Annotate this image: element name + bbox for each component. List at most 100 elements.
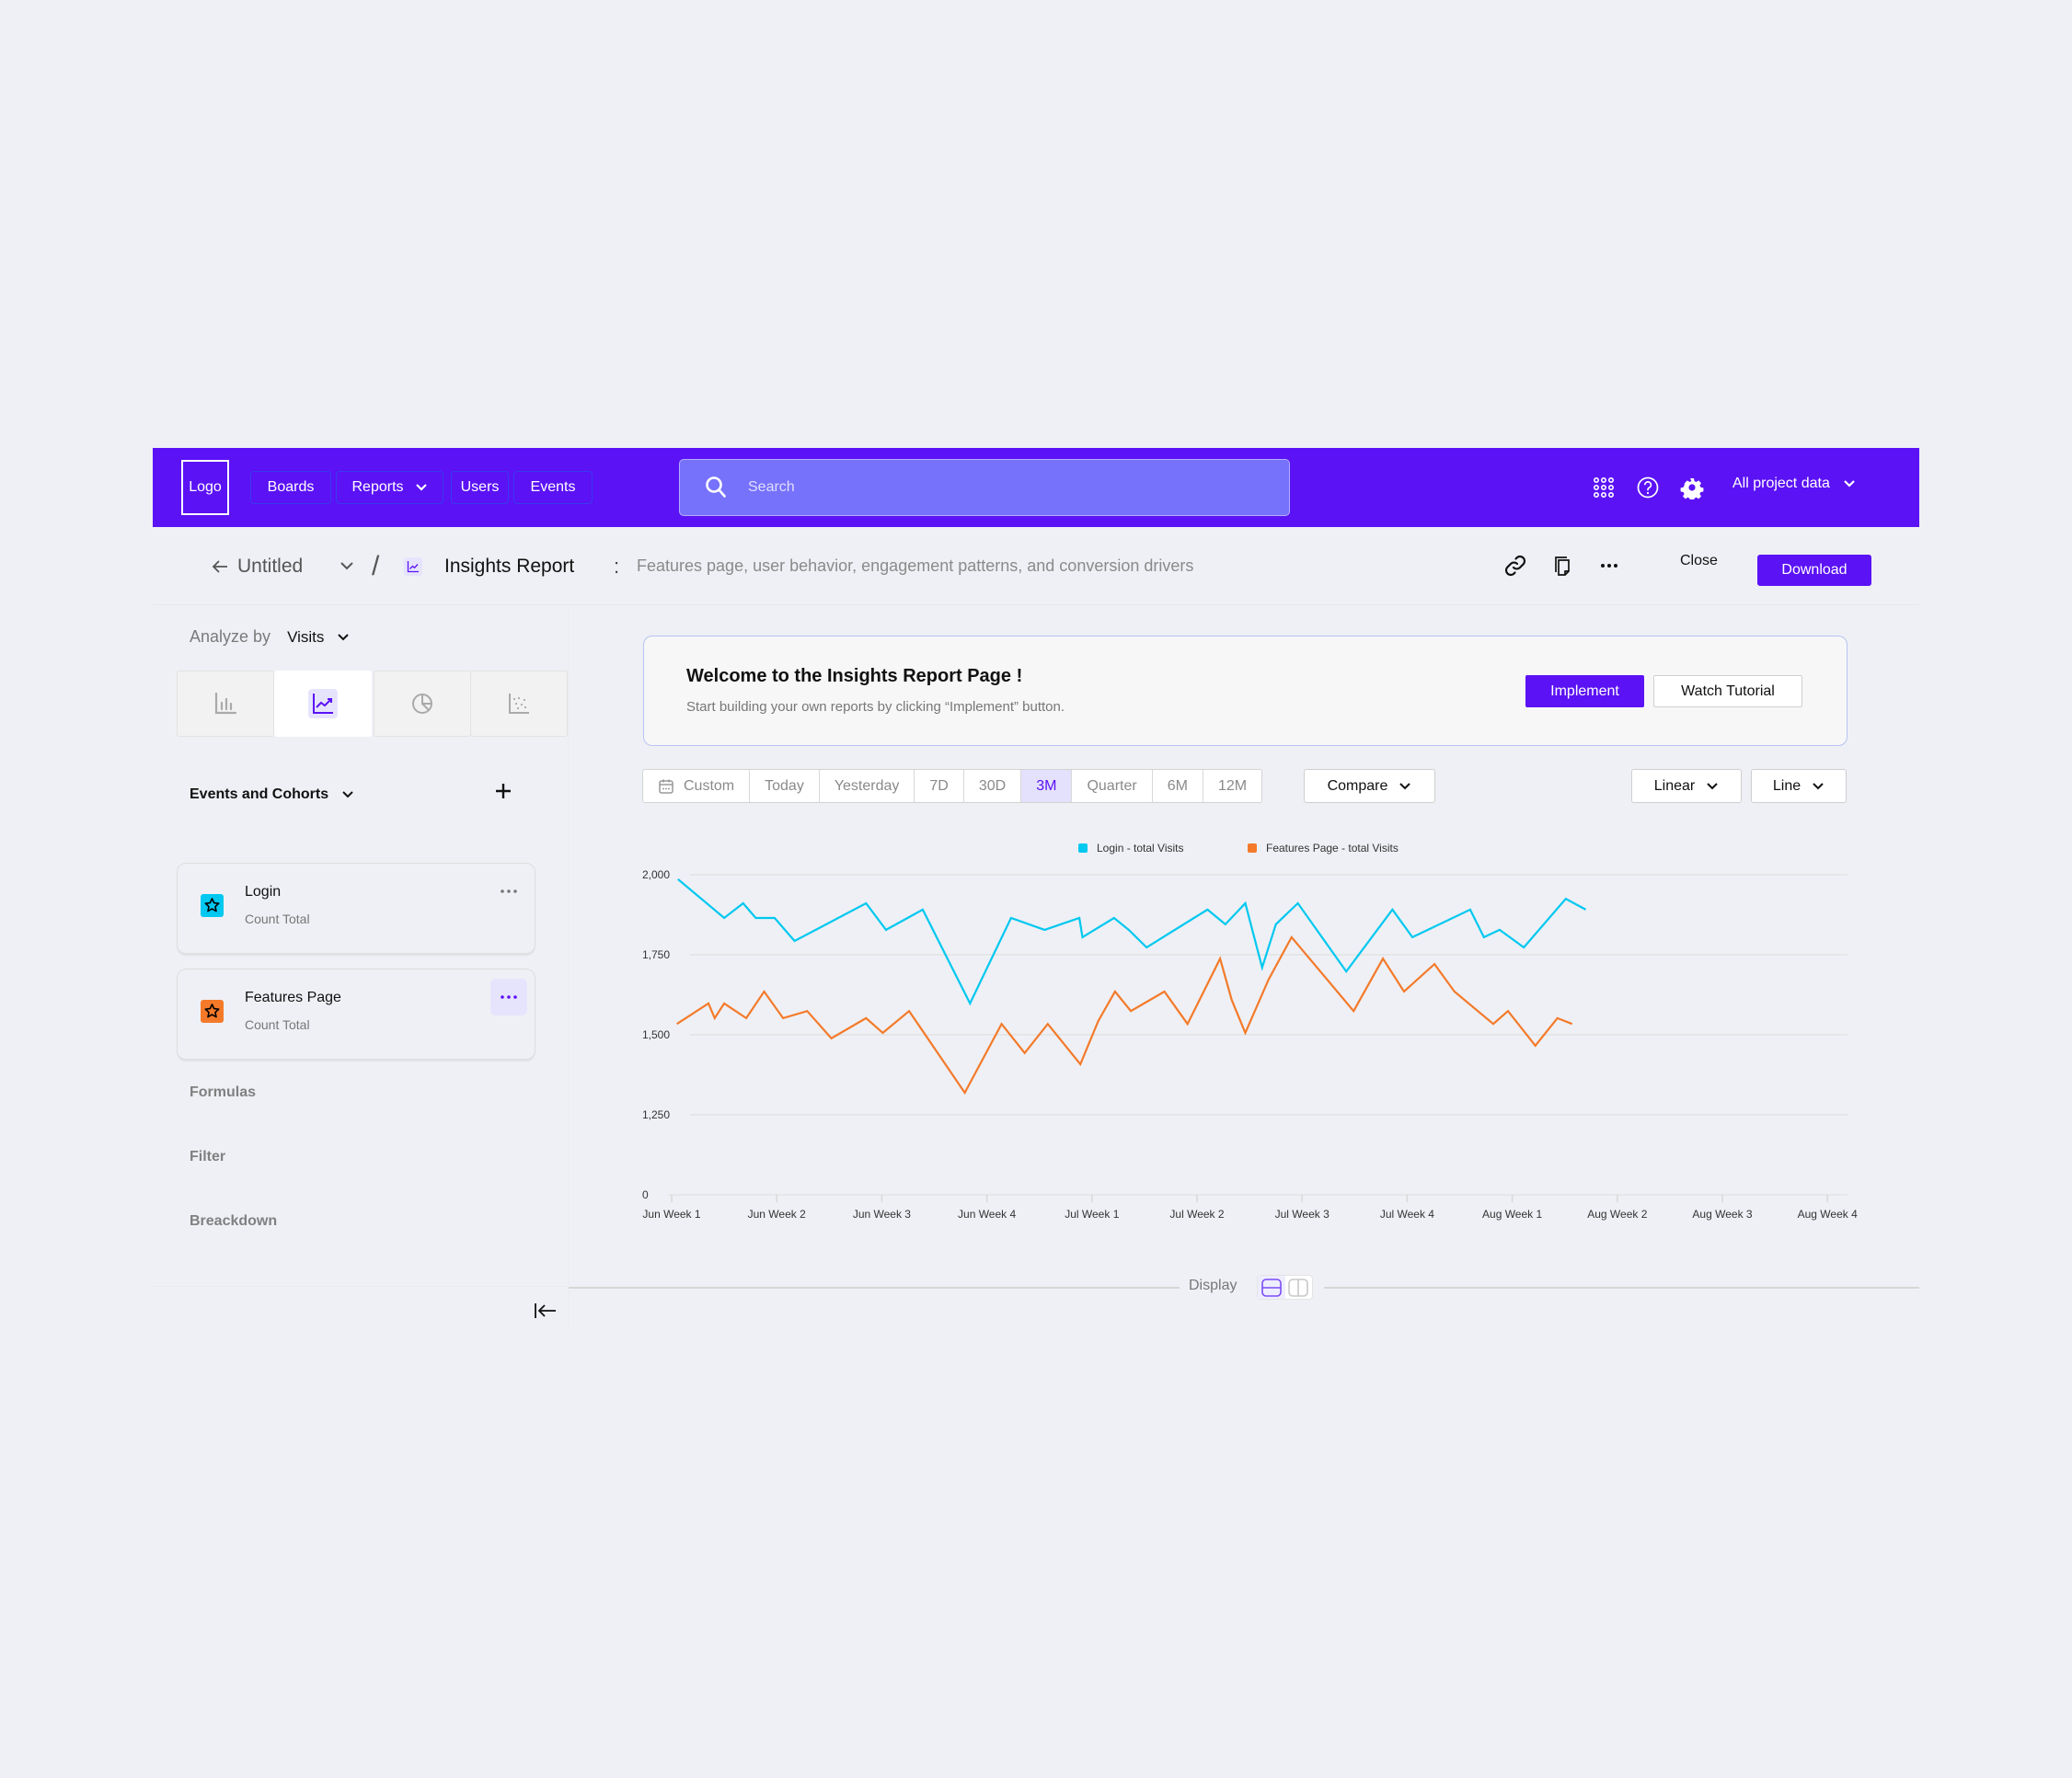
chevron-down-icon	[1844, 480, 1855, 488]
series-line-0[interactable]	[677, 878, 1587, 1006]
series-line-1[interactable]	[676, 935, 1573, 1095]
x-tick-label: Jul Week 4	[1379, 1208, 1434, 1221]
x-tick-label: Jul Week 1	[1065, 1208, 1120, 1221]
nav-reports-button[interactable]: Reports	[336, 471, 443, 504]
layout-rows-icon	[1260, 1278, 1282, 1297]
range-12m[interactable]: 12M	[1217, 777, 1248, 794]
breakdown-section[interactable]: Breackdown	[190, 1213, 278, 1229]
app-layer: Logo Boards Reports Users Events	[153, 448, 1919, 1331]
close-button[interactable]: Close	[1680, 553, 1718, 568]
chart-type-scatter[interactable]	[470, 671, 568, 737]
legend-item-features-page[interactable]: Features Page - total Visits	[1248, 842, 1399, 855]
watch-tutorial-button[interactable]: Watch Tutorial	[1653, 675, 1802, 707]
title-separator: :	[614, 554, 620, 578]
board-name: Untitled	[237, 555, 304, 577]
event-color-badge	[201, 894, 224, 917]
range-30d[interactable]: 30D	[964, 770, 1022, 802]
display-label: Display	[1189, 1278, 1237, 1293]
event-options-button[interactable]	[490, 979, 527, 1015]
x-tick-label: Jul Week 3	[1274, 1208, 1330, 1221]
search-bar[interactable]	[679, 459, 1290, 516]
link-icon[interactable]	[1502, 553, 1528, 579]
range-quarter[interactable]: Quarter	[1072, 770, 1153, 802]
settings-gear-icon[interactable]	[1680, 476, 1704, 499]
legend-swatch	[1078, 843, 1088, 853]
range-3m[interactable]: 3M	[1021, 770, 1073, 802]
more-options-icon	[501, 889, 517, 893]
layout-columns-icon	[1288, 1278, 1309, 1297]
logo[interactable]: Logo	[181, 460, 229, 515]
range-label: Custom	[684, 777, 735, 794]
chart-type-bar[interactable]	[177, 671, 274, 737]
y-tick-1500: 1,500	[642, 1028, 671, 1041]
chevron-down-icon	[340, 562, 353, 570]
nav-reports-label: Reports	[351, 479, 404, 495]
banner-text: Start building your own reports by click…	[686, 699, 1065, 715]
report-description[interactable]: Features page, user behavior, engagement…	[637, 556, 1194, 575]
download-button[interactable]: Download	[1757, 555, 1871, 586]
report-title[interactable]: Insights Report	[444, 555, 575, 577]
formulas-section[interactable]: Formulas	[190, 1084, 257, 1100]
layout-stacked-button[interactable]	[1258, 1276, 1285, 1299]
layout-side-by-side-button[interactable]	[1285, 1276, 1313, 1299]
event-name: Features Page	[245, 990, 341, 1005]
legend-label: Features Page - total Visits	[1266, 842, 1399, 855]
chevron-down-icon	[342, 791, 353, 798]
x-tick-label: Jul Week 2	[1169, 1208, 1225, 1221]
apps-grid-icon[interactable]	[1592, 476, 1616, 499]
line-chart-icon	[313, 694, 333, 714]
help-icon[interactable]	[1636, 476, 1660, 499]
scale-label: Linear	[1653, 777, 1696, 794]
event-aggregation: Count Total	[245, 912, 310, 926]
event-name: Login	[245, 884, 282, 900]
nav-boards-button[interactable]: Boards	[250, 471, 331, 504]
event-options-button[interactable]	[490, 873, 527, 910]
event-card-features-page[interactable]: Features Page Count Total	[177, 969, 535, 1060]
nav-events-button[interactable]: Events	[513, 471, 593, 504]
event-card-login[interactable]: Login Count Total	[177, 863, 535, 954]
events-and-cohorts-toggle[interactable]: Events and Cohorts	[190, 786, 354, 803]
back-button[interactable]: Untitled	[212, 527, 303, 605]
range-custom[interactable]: Custom	[643, 770, 751, 802]
date-range-selector: Custom Today Yesterday 7D 30D 3M Quarter…	[642, 769, 1263, 803]
divider	[1324, 1287, 1919, 1289]
collapse-sidebar-icon[interactable]	[534, 1301, 558, 1321]
board-dropdown-toggle[interactable]	[340, 527, 354, 605]
add-event-icon[interactable]	[493, 781, 513, 801]
filter-section[interactable]: Filter	[190, 1149, 226, 1164]
chart-type-pie[interactable]	[374, 671, 471, 737]
legend-item-login[interactable]: Login - total Visits	[1078, 842, 1184, 855]
nav-users-button[interactable]: Users	[451, 471, 509, 504]
chart-type-dropdown[interactable]: Line	[1751, 769, 1847, 803]
x-tick-label: Jun Week 3	[852, 1208, 911, 1221]
star-icon	[204, 898, 220, 912]
arrow-left-icon	[212, 559, 227, 573]
project-selector[interactable]: All project data	[1732, 476, 1856, 492]
more-options-icon[interactable]	[1596, 553, 1622, 579]
chevron-down-icon	[338, 633, 350, 640]
legend-label: Login - total Visits	[1097, 842, 1184, 855]
search-input[interactable]	[748, 479, 1263, 496]
range-6m[interactable]: 6M	[1153, 770, 1203, 802]
sidebar-footer	[153, 1286, 569, 1331]
range-yesterday[interactable]: Yesterday	[820, 770, 915, 802]
event-aggregation: Count Total	[245, 1017, 310, 1032]
range-today[interactable]: Today	[750, 770, 820, 802]
y-tick-1750: 1,750	[642, 948, 671, 961]
y-tick-1250: 1,250	[642, 1108, 671, 1121]
legend-swatch	[1248, 843, 1257, 853]
chart-type-line[interactable]	[274, 671, 372, 737]
implement-button[interactable]: Implement	[1525, 675, 1644, 707]
scale-dropdown[interactable]: Linear	[1631, 769, 1742, 803]
report-type-icon-wrap	[404, 527, 422, 605]
x-tick-label: Aug Week 4	[1797, 1208, 1858, 1221]
report-header: Untitled / Insights Report : Features pa…	[153, 527, 1919, 605]
copy-icon[interactable]	[1549, 553, 1575, 579]
analyze-by-selector[interactable]: Analyze by Visits	[190, 627, 350, 647]
top-navigation-bar: Logo Boards Reports Users Events	[153, 448, 1919, 527]
range-7d[interactable]: 7D	[915, 770, 964, 802]
x-tick-label: Aug Week 3	[1692, 1208, 1753, 1221]
chart-type-label: Line	[1772, 777, 1801, 794]
analyze-by-value: Visits	[287, 627, 325, 646]
compare-dropdown[interactable]: Compare	[1304, 769, 1435, 803]
